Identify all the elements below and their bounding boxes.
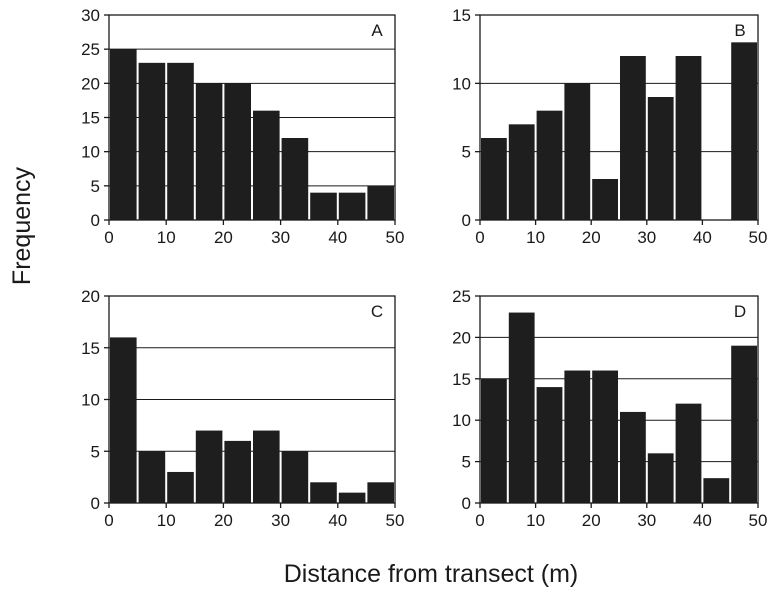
bar-a-7 [310, 192, 337, 220]
x-tick-label-d: 20 [582, 511, 601, 530]
y-tick-label-c: 20 [81, 287, 100, 306]
bar-a-0 [110, 49, 137, 220]
bar-c-1 [138, 451, 166, 503]
bar-d-2 [536, 387, 563, 503]
x-tick-label-d: 0 [475, 511, 484, 530]
x-tick-label-c: 30 [271, 511, 290, 530]
y-tick-label-d: 20 [452, 328, 471, 347]
x-tick-label-c: 10 [157, 511, 176, 530]
bar-d-0 [481, 378, 507, 503]
bar-d-3 [564, 370, 591, 503]
y-tick-label-c: 15 [81, 339, 100, 358]
y-tick-label-a: 25 [81, 40, 100, 59]
panel-label-a: A [371, 21, 383, 40]
bar-c-4 [224, 440, 251, 503]
bar-a-4 [224, 83, 251, 220]
bar-a-6 [281, 138, 309, 220]
y-tick-label-c: 5 [91, 442, 100, 461]
panel-a: 0 5 10 15 20 25 30 0 10 20 30 40 50 A [81, 6, 404, 247]
bar-b-2 [536, 110, 563, 220]
y-tick-label-d: 25 [452, 287, 471, 306]
x-tick-label-c: 50 [386, 511, 405, 530]
x-tick-label-b: 50 [749, 228, 768, 247]
bar-b-9 [731, 42, 757, 221]
y-tick-label-a: 0 [91, 211, 100, 230]
bar-d-8 [703, 478, 730, 503]
plot-frame-d [479, 295, 759, 504]
x-tick-label-b: 30 [637, 228, 656, 247]
bar-a-2 [167, 62, 194, 221]
bar-b-7 [675, 56, 702, 220]
bar-d-4 [592, 370, 618, 503]
y-tick-label-d: 10 [452, 411, 471, 430]
y-tick-label-c: 0 [91, 494, 100, 513]
x-tick-label-a: 20 [214, 228, 233, 247]
y-tick-label-a: 5 [91, 177, 100, 196]
x-tick-label-b: 0 [475, 228, 484, 247]
bar-a-5 [253, 110, 280, 220]
bar-b-4 [592, 179, 618, 220]
x-tick-label-c: 40 [328, 511, 347, 530]
bar-b-5 [620, 56, 646, 220]
y-tick-label-a: 30 [81, 6, 100, 25]
bar-b-1 [508, 124, 535, 220]
bar-a-8 [338, 192, 366, 220]
y-tick-label-c: 10 [81, 391, 100, 410]
bar-d-9 [731, 345, 757, 503]
x-tick-label-b: 40 [693, 228, 712, 247]
y-axis-title: Frequency [8, 166, 36, 285]
y-tick-label-b: 5 [462, 143, 471, 162]
y-tick-label-a: 10 [81, 143, 100, 162]
y-tick-label-d: 0 [462, 494, 471, 513]
x-tick-label-b: 10 [526, 228, 545, 247]
bar-a-9 [367, 185, 394, 220]
x-tick-label-d: 40 [693, 511, 712, 530]
x-tick-label-a: 30 [271, 228, 290, 247]
panel-label-c: C [371, 302, 383, 321]
bar-a-1 [138, 62, 166, 221]
x-tick-label-a: 40 [328, 228, 347, 247]
bar-b-0 [481, 138, 507, 220]
x-tick-label-c: 20 [214, 511, 233, 530]
x-tick-label-a: 0 [104, 228, 113, 247]
y-tick-label-b: 15 [452, 6, 471, 25]
y-tick-label-b: 10 [452, 74, 471, 93]
panel-label-d: D [734, 302, 746, 321]
bar-c-7 [310, 482, 337, 503]
bar-c-5 [253, 430, 280, 503]
panel-c: 0 5 10 15 20 0 10 20 30 40 50 C [81, 287, 404, 530]
bar-c-6 [281, 451, 309, 503]
plot-frame-b [479, 14, 759, 221]
x-axis-title: Distance from transect (m) [284, 560, 579, 588]
x-tick-label-a: 50 [386, 228, 405, 247]
panel-label-b: B [734, 21, 745, 40]
x-tick-label-c: 0 [104, 511, 113, 530]
bar-b-3 [564, 83, 591, 220]
bar-c-9 [367, 482, 394, 503]
bar-d-7 [675, 403, 702, 503]
x-tick-label-b: 20 [582, 228, 601, 247]
x-tick-label-d: 50 [749, 511, 768, 530]
y-tick-label-d: 15 [452, 370, 471, 389]
bar-a-3 [195, 83, 223, 220]
panel-d: 0 5 10 15 20 25 0 10 20 30 40 50 D [452, 287, 767, 530]
bar-b-6 [647, 97, 674, 220]
x-tick-label-d: 30 [637, 511, 656, 530]
y-tick-label-a: 20 [81, 74, 100, 93]
bar-c-8 [338, 492, 366, 503]
panel-b: 0 5 10 15 0 10 20 30 40 50 B [452, 6, 767, 247]
bar-c-0 [110, 337, 137, 503]
bar-c-2 [167, 471, 194, 503]
y-tick-label-d: 5 [462, 453, 471, 472]
bar-c-3 [195, 430, 223, 503]
bar-d-6 [647, 453, 674, 503]
y-tick-label-b: 0 [462, 211, 471, 230]
x-tick-label-a: 10 [157, 228, 176, 247]
y-tick-label-a: 15 [81, 109, 100, 128]
bar-d-5 [620, 411, 646, 503]
x-tick-label-d: 10 [526, 511, 545, 530]
bar-d-1 [508, 312, 535, 503]
